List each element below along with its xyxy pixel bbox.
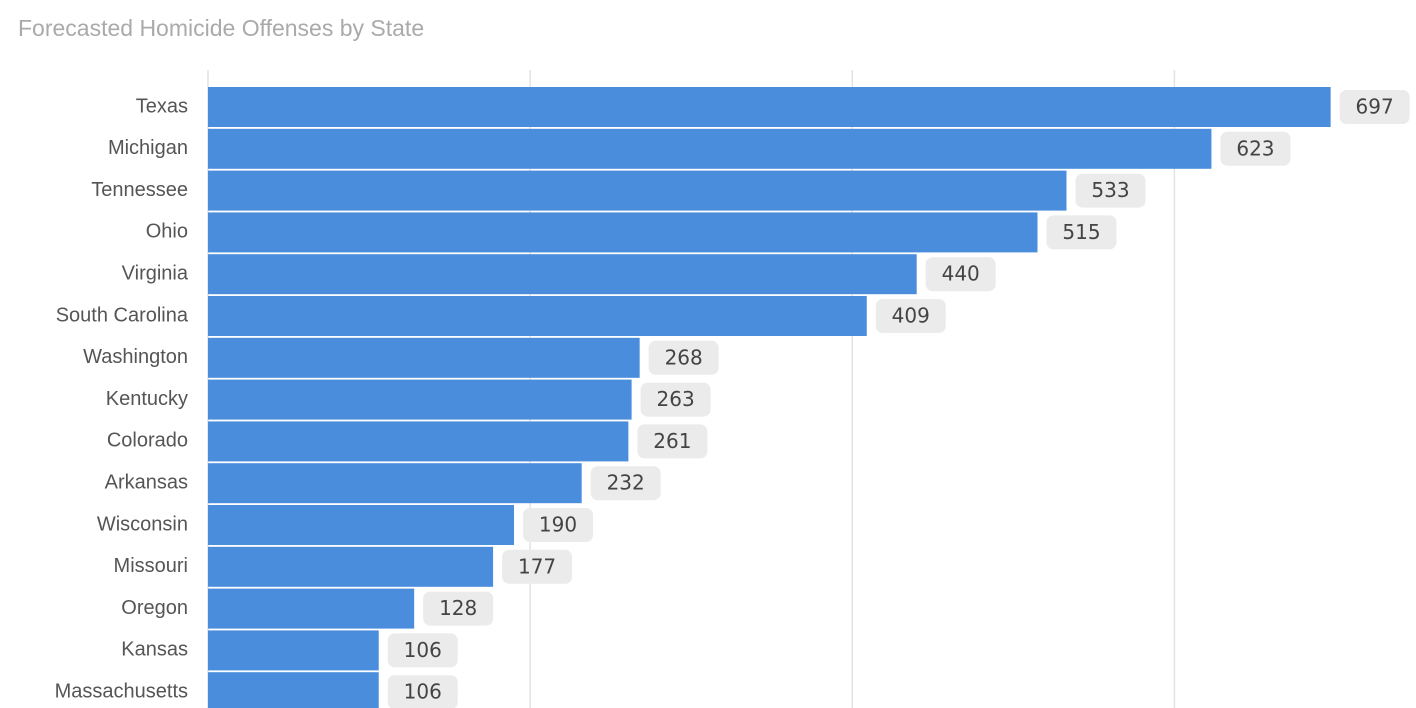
value-label: 106 <box>404 680 442 704</box>
y-tick-label: Colorado <box>107 430 188 452</box>
value-label-bg <box>387 675 458 708</box>
y-tick-label: Wisconsin <box>97 513 188 535</box>
value-label-bg <box>387 633 458 668</box>
y-tick-label: South Carolina <box>56 304 189 326</box>
value-label-bg <box>1339 90 1410 124</box>
value-label: 268 <box>665 345 703 369</box>
value-label: 409 <box>892 304 930 328</box>
value-label: 128 <box>439 596 477 620</box>
bar <box>208 630 379 671</box>
y-tick-label: Kansas <box>121 639 188 661</box>
bar <box>208 546 494 587</box>
y-tick-label: Texas <box>136 95 188 117</box>
bar <box>208 296 867 336</box>
y-tick-label: Tennessee <box>91 179 188 201</box>
bar <box>208 170 1067 211</box>
bar <box>208 337 640 378</box>
value-label-bg <box>1046 215 1117 250</box>
value-label: 190 <box>539 513 577 537</box>
value-label: 623 <box>1236 136 1274 160</box>
value-label-bg <box>1220 131 1291 166</box>
y-tick-label: Virginia <box>122 262 189 284</box>
value-label-bg <box>648 340 719 375</box>
value-label: 533 <box>1091 178 1129 202</box>
bar <box>208 212 1038 253</box>
value-label-bg <box>1075 173 1146 208</box>
value-label-bg <box>637 424 708 459</box>
bar <box>208 463 582 504</box>
y-tick-label: Oregon <box>121 597 188 619</box>
bar <box>208 254 917 295</box>
y-tick-label: Arkansas <box>105 471 188 493</box>
value-label-bg <box>590 466 661 501</box>
bar <box>208 505 515 545</box>
value-label-bg <box>502 549 573 584</box>
bar <box>208 588 415 629</box>
value-label: 697 <box>1356 95 1394 119</box>
y-tick-label: Washington <box>83 346 188 368</box>
chart-title: Forecasted Homicide Offenses by State <box>18 15 424 41</box>
bar <box>208 379 632 420</box>
value-label: 440 <box>942 262 980 286</box>
value-label: 263 <box>657 387 695 411</box>
bar <box>208 421 629 462</box>
value-label: 515 <box>1062 220 1100 244</box>
y-tick-label: Michigan <box>108 137 188 159</box>
y-tick-label: Kentucky <box>106 388 188 410</box>
value-label: 177 <box>518 554 556 578</box>
bar <box>208 87 1331 127</box>
value-label-bg <box>925 257 996 292</box>
value-label: 106 <box>404 638 442 662</box>
value-label-bg <box>875 299 946 333</box>
value-label: 232 <box>607 471 645 495</box>
value-label-bg <box>640 382 711 417</box>
bar <box>208 128 1212 169</box>
y-tick-label: Massachusetts <box>55 680 188 702</box>
y-tick-label: Missouri <box>114 555 188 577</box>
value-label-bg <box>423 591 494 626</box>
bar <box>208 672 379 708</box>
value-label: 261 <box>653 429 691 453</box>
y-tick-label: Ohio <box>146 221 188 243</box>
value-label-bg <box>523 508 594 542</box>
